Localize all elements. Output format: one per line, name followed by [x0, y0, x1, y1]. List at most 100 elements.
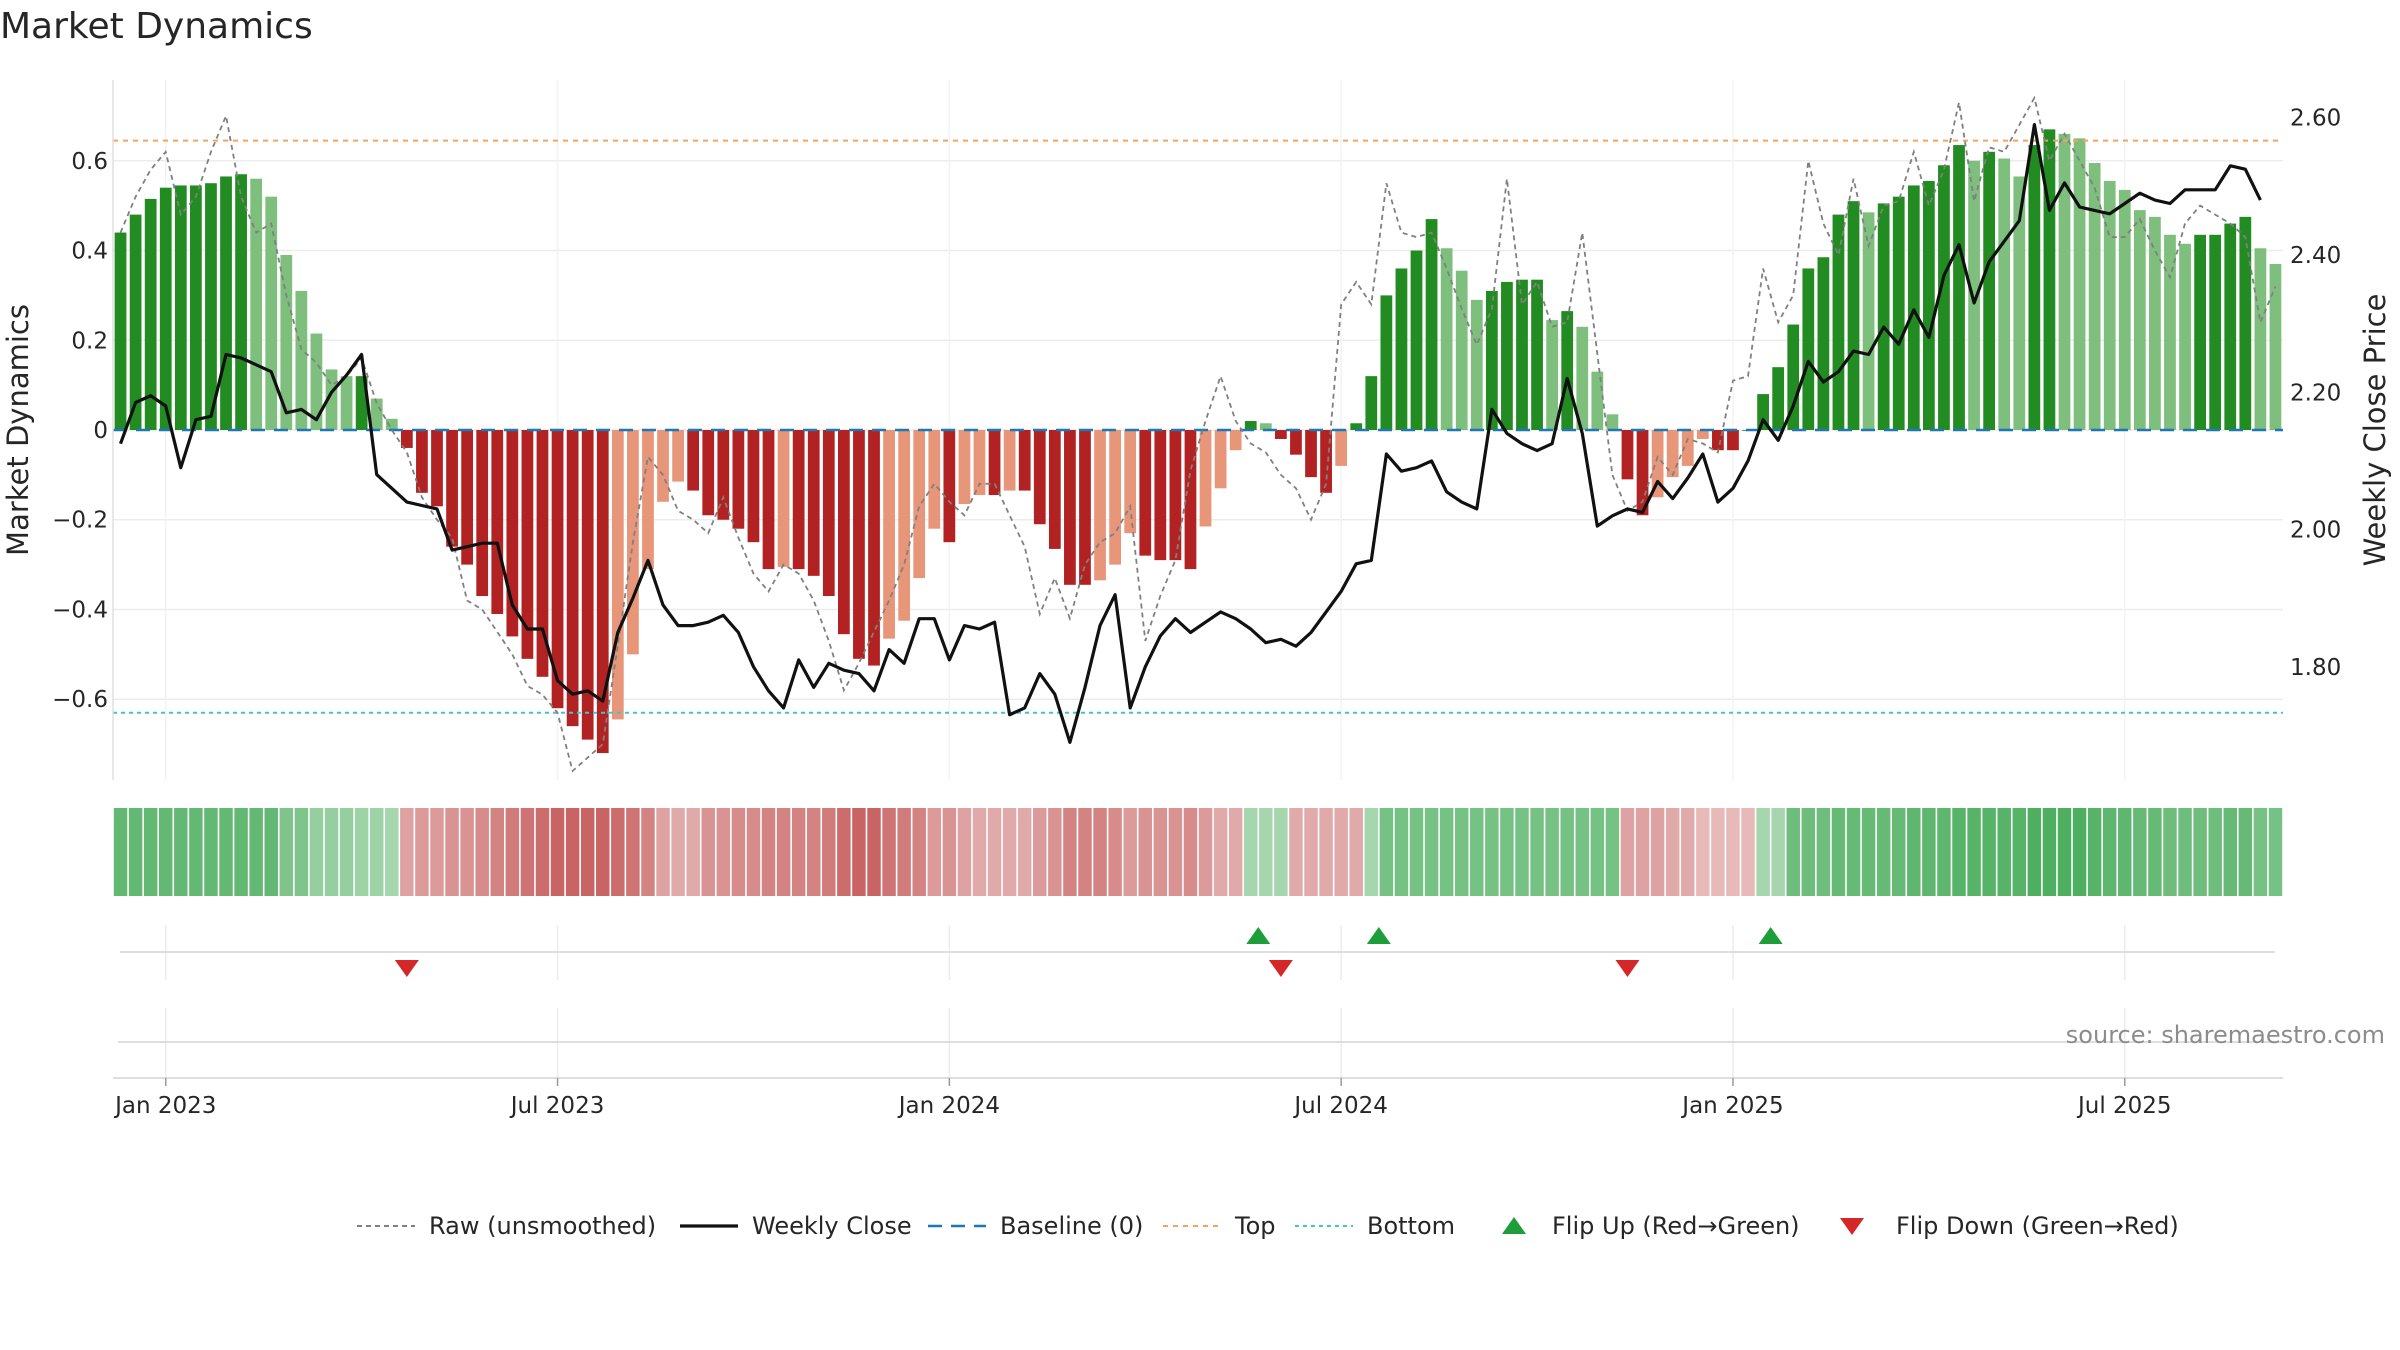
dynamics-bar: [1064, 430, 1076, 585]
signal-cell: [942, 808, 957, 896]
signal-cell: [1048, 808, 1062, 896]
signal-cell: [1454, 808, 1469, 896]
signal-cell: [596, 808, 610, 896]
signal-cell: [1500, 808, 1514, 896]
legend-label: Flip Down (Green→Red): [1896, 1212, 2179, 1240]
signal-cell: [1545, 808, 1559, 896]
dynamics-bar: [295, 290, 308, 430]
x-tick-label: Jul 2024: [1292, 1093, 1388, 1119]
signal-cell: [535, 808, 550, 896]
signal-cell: [1726, 808, 1740, 896]
signal-cell: [1138, 808, 1152, 896]
dynamics-bar: [2164, 234, 2176, 430]
signal-cell: [128, 808, 143, 896]
signal-cell: [2178, 808, 2192, 896]
dynamics-bar: [1922, 180, 1935, 430]
signal-cell: [1394, 808, 1409, 896]
dynamics-bar: [928, 430, 941, 529]
signal-cell: [641, 808, 655, 896]
dynamics-bar: [220, 176, 232, 430]
dynamics-bar: [190, 185, 202, 430]
signal-cell: [1349, 808, 1363, 896]
signal-cell: [1997, 808, 2011, 896]
signal-cell: [2208, 808, 2222, 896]
dynamics-bar: [1591, 371, 1604, 430]
dynamics-bar: [1380, 295, 1393, 430]
dynamics-bar: [1229, 430, 1242, 451]
signal-cell: [1515, 808, 1529, 896]
dynamics-bar: [1214, 430, 1227, 489]
signal-cell: [1319, 808, 1333, 896]
dynamics-bar: [596, 430, 609, 754]
dynamics-bar: [280, 255, 293, 430]
dynamics-bar: [370, 398, 383, 430]
signal-cell: [1741, 808, 1755, 896]
dynamics-bar: [491, 430, 504, 614]
signal-cell: [234, 808, 248, 896]
dynamics-bar: [1998, 158, 2011, 430]
signal-cell: [1409, 808, 1424, 896]
signal-heat-strip: [113, 808, 2283, 896]
dynamics-bar: [913, 430, 926, 579]
signal-cell: [1274, 808, 1288, 896]
flip-up-marker: [1366, 927, 1391, 944]
flip-panel: [120, 925, 2275, 980]
signal-cell: [626, 808, 640, 896]
dynamics-bar: [506, 430, 519, 637]
signal-cell: [2042, 808, 2057, 896]
signal-cell: [1696, 808, 1710, 896]
signal-cell: [1289, 808, 1303, 896]
dynamics-bar: [732, 430, 745, 529]
signal-cell: [1665, 808, 1680, 896]
dynamics-bar: [642, 430, 654, 570]
dynamics-bar: [114, 232, 127, 430]
legend: Raw (unsmoothed) Weekly Close Baseline (0)…: [357, 1212, 2179, 1240]
signal-cell: [1470, 808, 1484, 896]
y-tick-label: −0.2: [52, 508, 108, 534]
signal-cell: [1093, 808, 1107, 896]
dynamics-bar: [1681, 430, 1694, 466]
dynamics-bar: [792, 430, 805, 570]
y2-tick-label: 1.80: [2290, 655, 2341, 681]
signal-cell: [1861, 808, 1876, 896]
signal-cell: [339, 808, 354, 896]
signal-cell: [1063, 808, 1077, 896]
signal-cell: [1681, 808, 1695, 896]
dynamics-bar: [1305, 430, 1317, 478]
signal-cell: [1213, 808, 1228, 896]
dynamics-bar: [1606, 414, 1619, 430]
dynamics-bar: [2194, 234, 2206, 430]
dynamics-bar: [747, 430, 760, 543]
signal-cell: [1816, 808, 1831, 896]
signal-cell: [746, 808, 761, 896]
dynamics-bar: [1561, 311, 1574, 430]
dynamics-bar: [1290, 430, 1302, 455]
signal-cell: [1244, 808, 1258, 896]
signal-cell: [1711, 808, 1725, 896]
dynamics-bar: [2133, 210, 2146, 430]
dynamics-bar: [385, 418, 398, 430]
y2-tick-label: 2.20: [2290, 380, 2341, 406]
signal-cell: [957, 808, 972, 896]
signal-cell: [580, 808, 595, 896]
signal-cell: [309, 808, 324, 896]
signal-cell: [987, 808, 1002, 896]
signal-cell: [1922, 808, 1936, 896]
dynamics-bar: [1938, 165, 1950, 430]
x-tick-label: Jul 2023: [509, 1093, 605, 1119]
dynamics-bar: [2118, 189, 2131, 430]
dynamics-bar: [868, 430, 880, 666]
dynamics-bar: [1244, 421, 1257, 430]
dynamics-bar: [611, 430, 624, 720]
signal-cell: [460, 808, 474, 896]
dynamics-bar: [551, 430, 564, 709]
raw-line: [119, 95, 2277, 773]
signal-cell: [1334, 808, 1348, 896]
dynamics-bar: [943, 430, 956, 543]
y-tick-label: −0.6: [52, 687, 108, 713]
signal-cell: [475, 808, 489, 896]
dynamics-bar: [988, 430, 1001, 496]
signal-cell: [1771, 808, 1785, 896]
dynamics-bar: [1350, 423, 1363, 430]
dynamics-bar: [174, 185, 187, 430]
